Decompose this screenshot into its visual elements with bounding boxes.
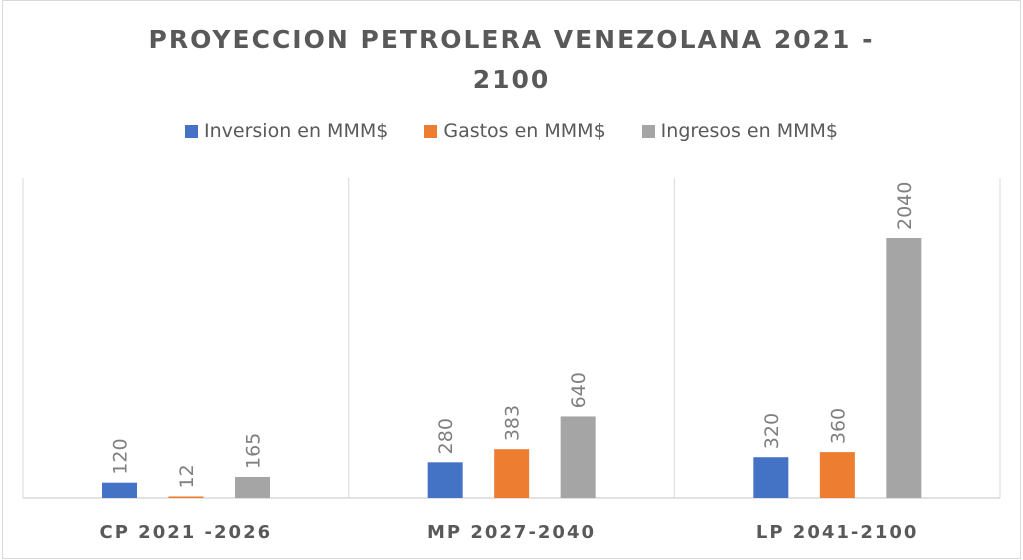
- x-tick-label: CP 2021 -2026: [100, 522, 273, 543]
- bar: [168, 496, 204, 498]
- data-label: 360: [827, 408, 849, 444]
- legend-label-gastos: Gastos en MMM$: [443, 120, 606, 142]
- data-label: 12: [176, 464, 198, 488]
- bar: [235, 476, 270, 498]
- legend-swatch-ingresos: [641, 124, 655, 138]
- legend-swatch-inversion: [185, 124, 199, 138]
- chart-title: PROYECCION PETROLERA VENEZOLANA 2021 - 2…: [0, 20, 1023, 100]
- legend-label-ingresos: Ingresos en MMM$: [660, 120, 838, 142]
- chart-title-line-1: PROYECCION PETROLERA VENEZOLANA 2021 -: [148, 25, 875, 54]
- data-label: 320: [761, 413, 783, 449]
- legend-item-ingresos: Ingresos en MMM$: [641, 120, 838, 142]
- bar: [753, 457, 789, 498]
- bar: [819, 452, 855, 498]
- data-label: 120: [110, 438, 132, 474]
- data-label: 383: [502, 405, 524, 441]
- x-tick-label: LP 2041-2100: [756, 522, 919, 543]
- bar: [494, 449, 530, 498]
- chart-title-line-2: 2100: [472, 65, 551, 94]
- legend-swatch-gastos: [424, 124, 438, 138]
- chart-legend: Inversion en MMM$ Gastos en MMM$ Ingreso…: [0, 120, 1023, 142]
- data-label: 280: [435, 418, 457, 454]
- legend-label-inversion: Inversion en MMM$: [204, 120, 389, 142]
- data-label: 165: [243, 433, 265, 469]
- bar: [427, 462, 463, 498]
- x-tick-label: MP 2027-2040: [427, 522, 596, 543]
- legend-item-gastos: Gastos en MMM$: [424, 120, 606, 142]
- legend-item-inversion: Inversion en MMM$: [185, 120, 388, 142]
- bar: [886, 238, 922, 498]
- bar: [560, 416, 596, 498]
- data-label: 640: [568, 372, 590, 408]
- bar: [102, 482, 137, 498]
- data-label: 2040: [894, 182, 916, 230]
